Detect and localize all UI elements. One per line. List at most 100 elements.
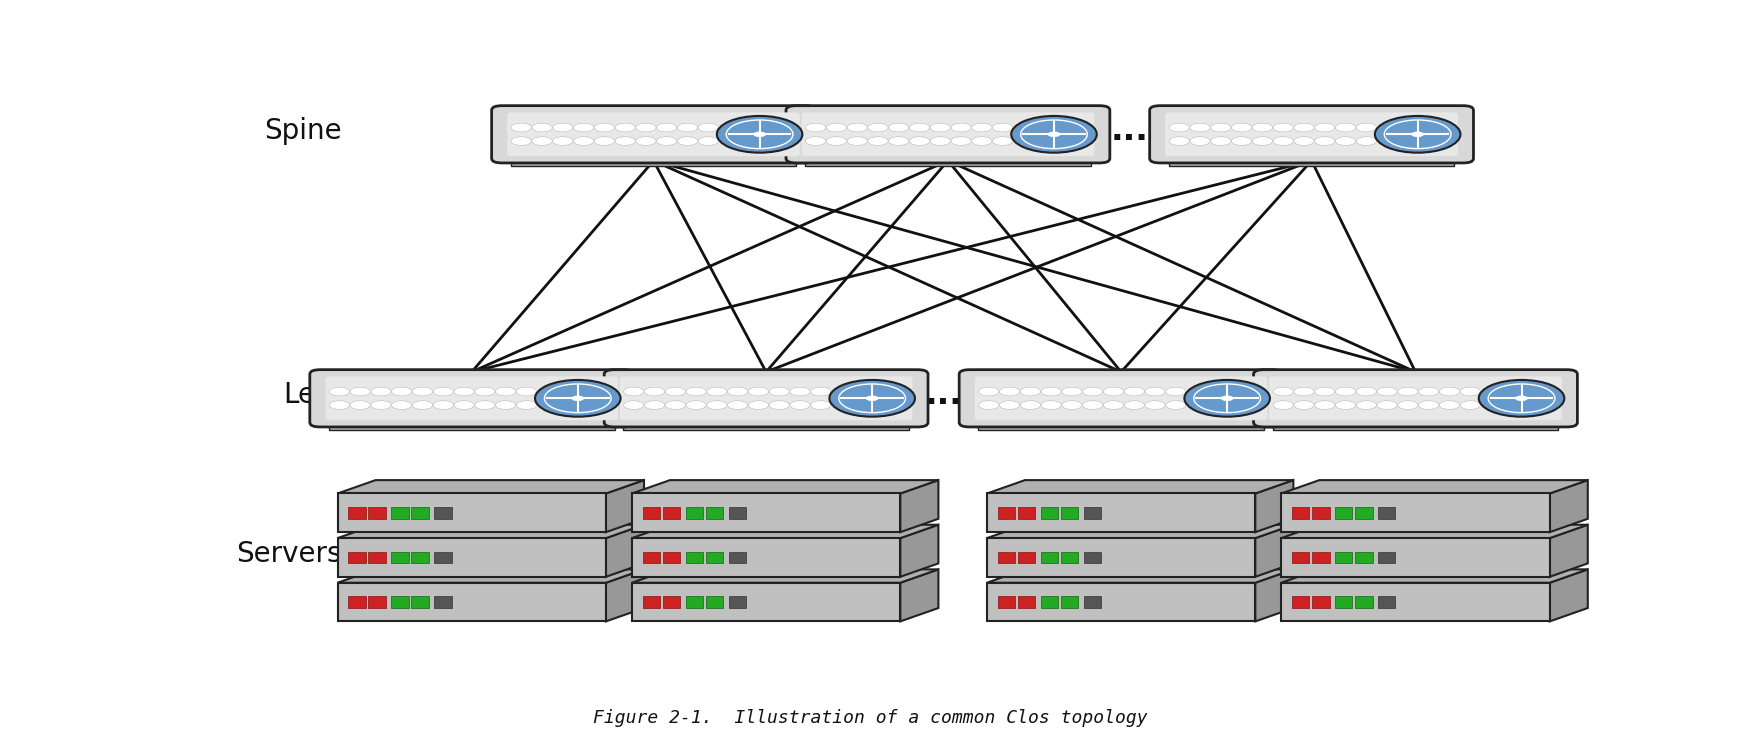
Circle shape: [706, 387, 727, 396]
Circle shape: [454, 401, 475, 409]
Circle shape: [1315, 401, 1334, 409]
Circle shape: [977, 401, 998, 409]
Circle shape: [676, 137, 697, 145]
FancyBboxPatch shape: [1280, 538, 1549, 577]
Circle shape: [635, 137, 656, 145]
Circle shape: [951, 137, 970, 145]
Circle shape: [475, 401, 494, 409]
FancyBboxPatch shape: [786, 106, 1109, 163]
Bar: [348, 507, 365, 519]
FancyBboxPatch shape: [492, 106, 816, 163]
Bar: [685, 507, 703, 519]
Bar: [1061, 596, 1078, 608]
Bar: [663, 552, 680, 563]
Circle shape: [1123, 387, 1144, 396]
Polygon shape: [1280, 569, 1588, 583]
FancyBboxPatch shape: [802, 112, 1094, 156]
Bar: [369, 596, 386, 608]
Bar: [348, 552, 365, 563]
Circle shape: [350, 387, 370, 396]
Bar: [1017, 552, 1035, 563]
FancyBboxPatch shape: [631, 583, 899, 621]
Bar: [1355, 552, 1372, 563]
Text: Leaf: Leaf: [283, 381, 341, 408]
Circle shape: [727, 387, 748, 396]
Circle shape: [643, 401, 664, 409]
FancyBboxPatch shape: [337, 493, 605, 532]
Circle shape: [412, 401, 433, 409]
Bar: [996, 596, 1014, 608]
Circle shape: [748, 387, 769, 396]
Circle shape: [516, 401, 536, 409]
Circle shape: [1123, 401, 1144, 409]
Circle shape: [805, 123, 826, 132]
Circle shape: [868, 137, 887, 145]
Circle shape: [595, 123, 614, 132]
Circle shape: [727, 401, 748, 409]
Polygon shape: [337, 525, 643, 538]
Circle shape: [595, 137, 614, 145]
FancyBboxPatch shape: [508, 112, 800, 156]
Circle shape: [790, 401, 810, 409]
FancyBboxPatch shape: [974, 376, 1266, 420]
Text: ...: ...: [923, 378, 962, 411]
Circle shape: [1355, 123, 1376, 132]
Circle shape: [664, 401, 685, 409]
FancyBboxPatch shape: [986, 538, 1254, 577]
Circle shape: [496, 387, 515, 396]
FancyBboxPatch shape: [510, 157, 796, 165]
Circle shape: [998, 387, 1019, 396]
Circle shape: [1019, 387, 1040, 396]
Bar: [1061, 552, 1078, 563]
Bar: [996, 552, 1014, 563]
Circle shape: [1294, 387, 1313, 396]
Circle shape: [1231, 137, 1250, 145]
FancyBboxPatch shape: [977, 421, 1263, 429]
Bar: [1334, 596, 1351, 608]
Circle shape: [614, 137, 635, 145]
Circle shape: [1165, 401, 1186, 409]
Circle shape: [951, 123, 970, 132]
FancyBboxPatch shape: [958, 370, 1282, 427]
Circle shape: [889, 123, 908, 132]
Bar: [1040, 552, 1057, 563]
Circle shape: [534, 380, 621, 417]
Circle shape: [748, 401, 769, 409]
Circle shape: [790, 387, 810, 396]
FancyBboxPatch shape: [337, 583, 605, 621]
Circle shape: [753, 132, 765, 137]
Circle shape: [391, 387, 412, 396]
Circle shape: [1334, 137, 1355, 145]
Bar: [706, 596, 723, 608]
Bar: [996, 507, 1014, 519]
Polygon shape: [631, 480, 937, 493]
Circle shape: [1438, 387, 1459, 396]
Polygon shape: [605, 525, 643, 577]
Circle shape: [769, 401, 790, 409]
Circle shape: [930, 123, 949, 132]
Circle shape: [1334, 401, 1355, 409]
Circle shape: [1189, 137, 1210, 145]
Circle shape: [643, 387, 664, 396]
Bar: [729, 596, 746, 608]
Text: Spine: Spine: [264, 117, 341, 144]
Circle shape: [664, 387, 685, 396]
Circle shape: [1273, 137, 1292, 145]
Circle shape: [716, 116, 802, 153]
Bar: [1083, 596, 1101, 608]
Circle shape: [847, 123, 866, 132]
FancyBboxPatch shape: [325, 376, 617, 420]
Circle shape: [1047, 132, 1059, 137]
Circle shape: [475, 387, 494, 396]
Bar: [1040, 507, 1057, 519]
Circle shape: [370, 401, 391, 409]
FancyBboxPatch shape: [1280, 493, 1549, 532]
Circle shape: [511, 123, 530, 132]
Circle shape: [970, 123, 991, 132]
Bar: [391, 552, 409, 563]
Text: Servers: Servers: [237, 541, 341, 569]
Bar: [1334, 552, 1351, 563]
Circle shape: [1144, 401, 1165, 409]
Circle shape: [516, 387, 536, 396]
Circle shape: [1417, 401, 1438, 409]
